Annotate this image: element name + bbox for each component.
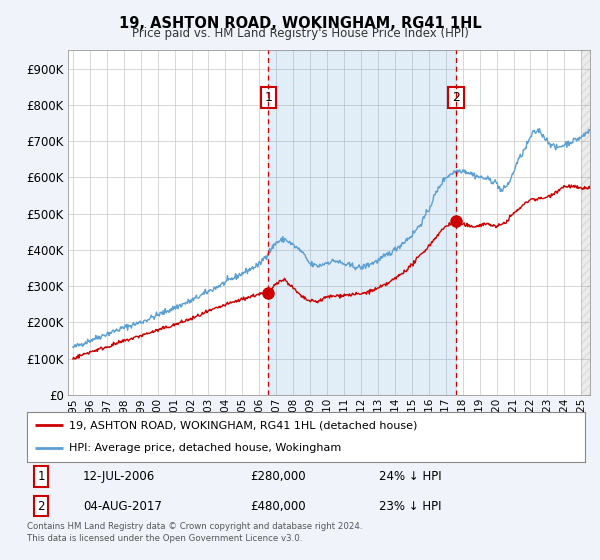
Text: 2: 2 [37,500,45,513]
Text: 12-JUL-2006: 12-JUL-2006 [83,470,155,483]
Text: Price paid vs. HM Land Registry's House Price Index (HPI): Price paid vs. HM Land Registry's House … [131,27,469,40]
Text: 04-AUG-2017: 04-AUG-2017 [83,500,161,513]
Bar [268,50,456,395]
Text: 1: 1 [37,470,45,483]
Text: HPI: Average price, detached house, Wokingham: HPI: Average price, detached house, Woki… [69,444,341,454]
Bar [581,50,590,395]
Text: 19, ASHTON ROAD, WOKINGHAM, RG41 1HL: 19, ASHTON ROAD, WOKINGHAM, RG41 1HL [119,16,481,31]
Text: 23% ↓ HPI: 23% ↓ HPI [379,500,441,513]
Text: £280,000: £280,000 [250,470,306,483]
Text: 2: 2 [452,91,460,104]
Text: 1: 1 [265,91,272,104]
Text: £480,000: £480,000 [250,500,306,513]
Text: 24% ↓ HPI: 24% ↓ HPI [379,470,441,483]
Text: Contains HM Land Registry data © Crown copyright and database right 2024.
This d: Contains HM Land Registry data © Crown c… [27,522,362,543]
Text: 19, ASHTON ROAD, WOKINGHAM, RG41 1HL (detached house): 19, ASHTON ROAD, WOKINGHAM, RG41 1HL (de… [69,420,417,430]
